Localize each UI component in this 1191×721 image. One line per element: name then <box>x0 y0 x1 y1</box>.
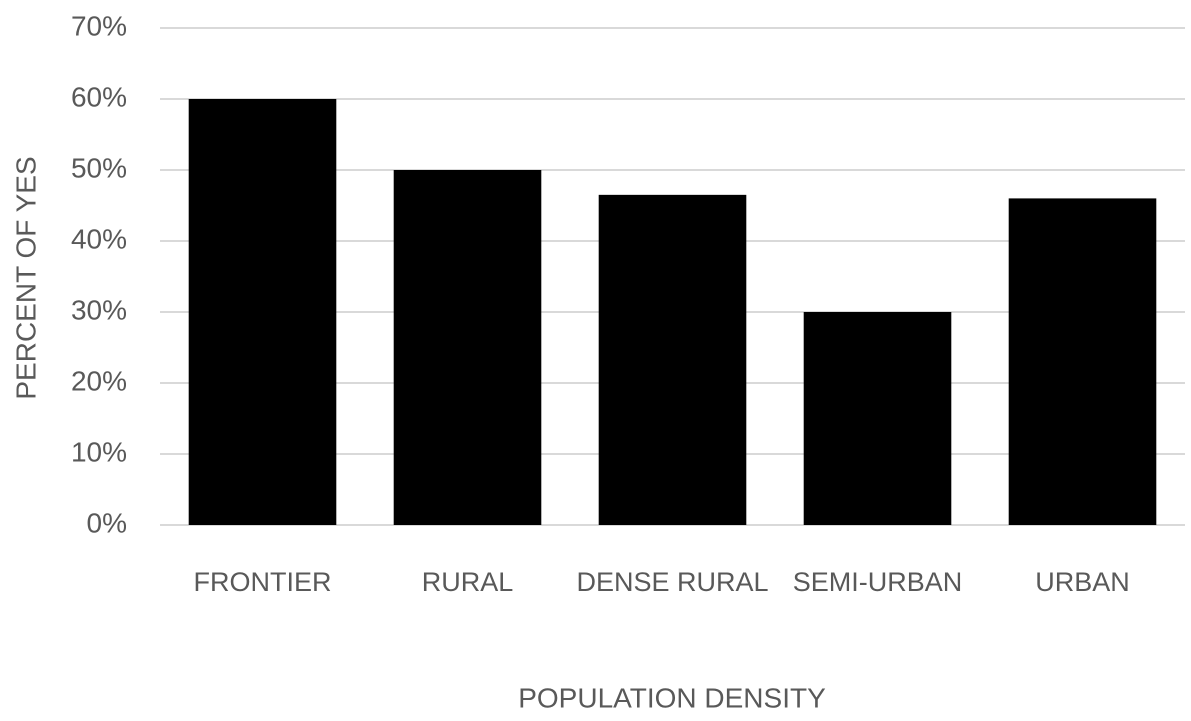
x-axis-title: POPULATION DENSITY <box>518 682 826 713</box>
y-tick-label: 60% <box>71 81 127 112</box>
y-tick-label: 0% <box>87 507 127 538</box>
y-axis-title: PERCENT OF YES <box>10 156 41 399</box>
y-tick-label: 50% <box>71 152 127 183</box>
y-tick-label: 40% <box>71 223 127 254</box>
bar <box>803 312 952 525</box>
y-tick-label: 30% <box>71 294 127 325</box>
bar <box>1008 198 1157 525</box>
x-tick-label: DENSE RURAL <box>576 567 769 597</box>
bar <box>188 99 337 525</box>
x-tick-label: RURAL <box>421 567 514 597</box>
y-tick-label: 10% <box>71 436 127 467</box>
bar <box>598 194 747 525</box>
x-tick-label: URBAN <box>1035 567 1130 597</box>
x-tick-label: SEMI-URBAN <box>792 567 963 597</box>
x-tick-label: FRONTIER <box>193 567 332 597</box>
y-tick-label: 20% <box>71 365 127 396</box>
bar <box>393 170 542 525</box>
y-tick-label: 70% <box>71 10 127 41</box>
